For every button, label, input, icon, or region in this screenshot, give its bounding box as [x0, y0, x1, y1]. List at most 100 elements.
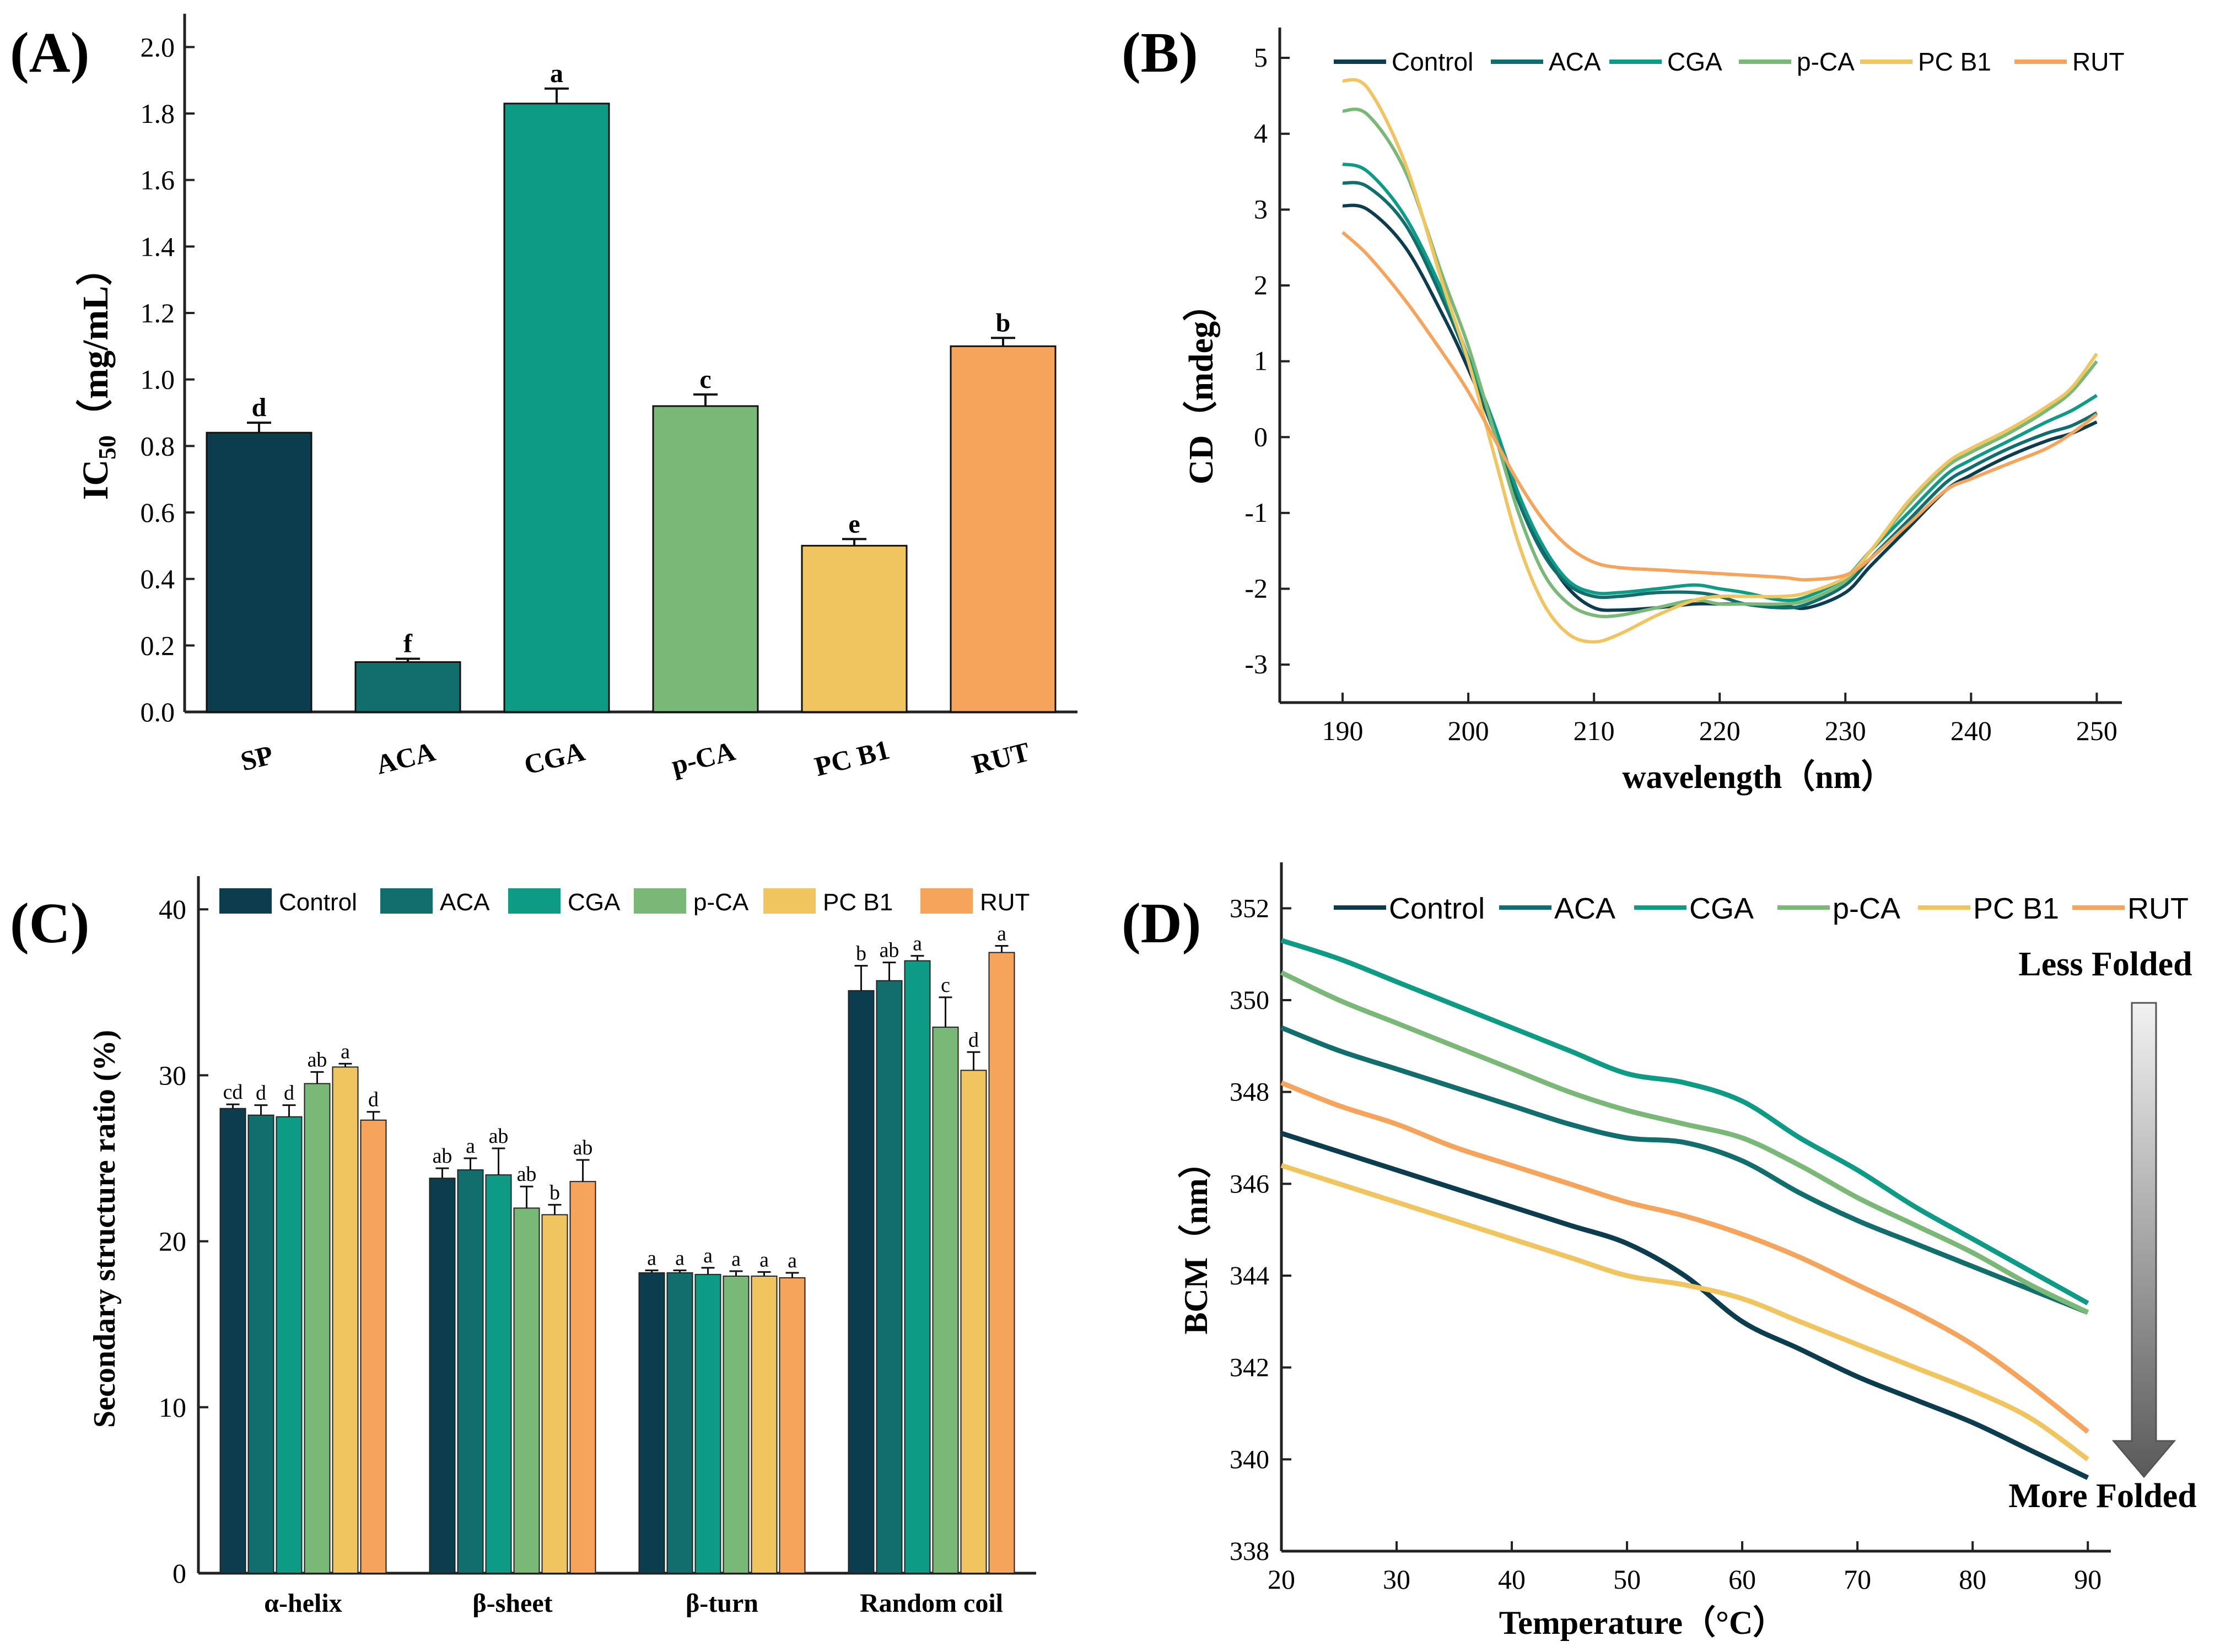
panel-c-legend-label: RUT [980, 889, 1030, 916]
panel-a-bar [652, 405, 759, 713]
panel-b-ytick-label: 4 [1254, 118, 1268, 149]
panel-c-significance-letter: cd [223, 1081, 243, 1104]
panel-c-significance-letter: a [997, 922, 1006, 946]
panel-d-legend-label: ACA [1554, 892, 1615, 925]
panel-b-legend-label: PC B1 [1918, 47, 1991, 76]
panel-a-ytick-label: 2.0 [141, 31, 175, 62]
panel-c-bar [304, 1083, 331, 1574]
panel-c-bar [276, 1116, 303, 1574]
panel-b-xtick-label: 250 [2076, 715, 2117, 746]
panel-a-significance-letter: c [699, 365, 711, 394]
panel-d-lines [1280, 938, 2089, 1480]
panel-d-xtick-label: 70 [1844, 1564, 1871, 1595]
panel-d-line-p-ca [1280, 970, 2089, 1315]
panel-c-bar [694, 1273, 721, 1574]
less-folded-label: Less Folded [2018, 946, 2192, 983]
panel-b-xlabel: wavelength（nm） [1622, 758, 1894, 795]
panel-c-ytick-label: 30 [159, 1060, 186, 1090]
panel-d-ytick-label: 344 [1230, 1261, 1269, 1291]
panel-c-bar [360, 1119, 387, 1574]
panel-c-significance-letter: a [341, 1040, 350, 1063]
panel-c-legend-swatch [508, 888, 561, 914]
panel-d-ytick-label: 352 [1230, 894, 1269, 923]
panel-c-ytick-label: 40 [159, 894, 186, 925]
panel-b-lines [1341, 78, 2098, 644]
panel-c-category-label: β-sheet [472, 1589, 552, 1618]
panel-c-bar [932, 1027, 959, 1574]
panel-d-xlabel: Temperature（°C） [1499, 1604, 1786, 1641]
panel-c-significance-letter: d [968, 1028, 979, 1051]
panel-c-significance-letter: a [788, 1249, 797, 1272]
panel-c-bar [541, 1214, 568, 1574]
panel-c-bar [569, 1181, 596, 1574]
panel-c-y-ticks: 0 10 20 30 40 [159, 894, 208, 1589]
panel-a-significance-letter: e [848, 509, 860, 538]
panel-c-significance-letter: ab [573, 1136, 593, 1159]
panel-a-ytick-label: 1.0 [141, 364, 175, 395]
panel-c-legend-label: CGA [568, 889, 621, 916]
panel-d-ytick-label: 340 [1230, 1445, 1269, 1474]
panel-c-label: (C) [10, 892, 89, 955]
panel-d-legend-label: CGA [1689, 892, 1754, 925]
more-folded-label: More Folded [2008, 1477, 2197, 1515]
panel-b-legend-label: p-CA [1797, 47, 1855, 76]
panel-a-ytick-label: 1.8 [141, 98, 175, 129]
panel-c-significance-letter: ab [517, 1163, 537, 1186]
panel-c-significance-letter: ab [308, 1048, 327, 1071]
panel-c-ylabel: Secondary structure ratio (%) [88, 1030, 122, 1428]
panel-c-ytick-label: 20 [159, 1226, 186, 1257]
panel-d-line-cga [1280, 938, 2089, 1305]
panel-c-bar [219, 1108, 246, 1574]
panel-d-legend-label: PC B1 [1973, 892, 2059, 925]
panel-a-bar [206, 431, 312, 713]
panel-c-legend: Control ACA CGA p-CA PC B1 RUT [219, 888, 1030, 916]
panel-c-legend-label: p-CA [693, 889, 749, 916]
panel-b-xtick-label: 240 [1950, 715, 1992, 746]
panel-c-bar [638, 1272, 665, 1574]
panel-d-legend-label: Control [1389, 892, 1485, 925]
folding-arrow [2111, 1002, 2176, 1478]
panel-d-xtick-label: 30 [1383, 1564, 1410, 1595]
panel-a-ytick-label: 0.2 [141, 630, 175, 661]
panel-a-ytick-label: 0.0 [141, 697, 175, 727]
panel-c-bar [751, 1275, 778, 1574]
panel-c-significance-letter: a [913, 932, 922, 955]
panel-a-ytick-label: 1.2 [141, 298, 175, 328]
panel-c-significance-letter: d [256, 1082, 266, 1105]
panel-c-bar [247, 1114, 274, 1574]
panel-d-ytick-label: 346 [1230, 1169, 1269, 1198]
panel-c-category-label: Random coil [860, 1589, 1003, 1618]
panel-b-ylabel: CD（mdeg） [1182, 287, 1220, 484]
panel-a-ytick-label: 0.6 [141, 497, 175, 528]
panel-a-ylabel: IC50（mg/mL） [75, 250, 121, 500]
panel-d-xtick-label: 80 [1959, 1564, 1986, 1595]
panel-c-bar [332, 1066, 359, 1574]
panel-d-legend-label: p-CA [1833, 892, 1900, 925]
panel-b-legend-label: RUT [2072, 47, 2125, 76]
panel-b-legend-label: CGA [1667, 47, 1722, 76]
panel-b-legend-label: ACA [1549, 47, 1601, 76]
panel-c-category-label: α-helix [264, 1589, 342, 1618]
panel-c-legend-label: PC B1 [823, 889, 893, 916]
panel-c-bar [779, 1277, 806, 1574]
panel-c-legend-swatch [219, 888, 272, 914]
panel-d-line-rut [1280, 1080, 2089, 1434]
panel-c-significance-letter: a [703, 1244, 713, 1267]
panel-c-significance-letter: d [284, 1082, 294, 1105]
panel-d-label: (D) [1122, 892, 1201, 955]
panel-c-significance-letter: c [941, 974, 950, 997]
panel-c-legend-swatch [763, 888, 816, 914]
panel-c-significance-letter: a [759, 1248, 769, 1271]
panel-a-significance-letter: f [403, 629, 413, 658]
panel-c-significance-letter: ab [880, 939, 899, 962]
panel-a-bar [503, 102, 610, 713]
panel-d-legend-label: RUT [2127, 892, 2189, 925]
panel-c-bar [960, 1070, 987, 1574]
panel-d-line-aca [1280, 1025, 2089, 1315]
panel-d-xtick-label: 20 [1268, 1564, 1295, 1595]
panel-b-line-control [1342, 203, 2098, 612]
panel-d-ylabel: BCM（nm） [1177, 1145, 1214, 1334]
panel-c-bar [457, 1169, 484, 1574]
panel-a-label: (A) [10, 21, 89, 84]
